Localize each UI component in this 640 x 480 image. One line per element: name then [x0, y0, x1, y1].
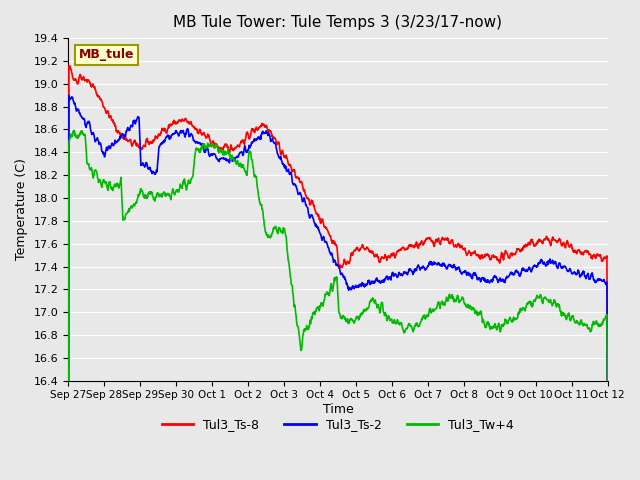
Title: MB Tule Tower: Tule Temps 3 (3/23/17-now): MB Tule Tower: Tule Temps 3 (3/23/17-now… — [173, 15, 502, 30]
Y-axis label: Temperature (C): Temperature (C) — [15, 158, 28, 260]
Text: MB_tule: MB_tule — [79, 48, 134, 61]
X-axis label: Time: Time — [323, 403, 353, 416]
Legend: Tul3_Ts-8, Tul3_Ts-2, Tul3_Tw+4: Tul3_Ts-8, Tul3_Ts-2, Tul3_Tw+4 — [157, 413, 518, 436]
